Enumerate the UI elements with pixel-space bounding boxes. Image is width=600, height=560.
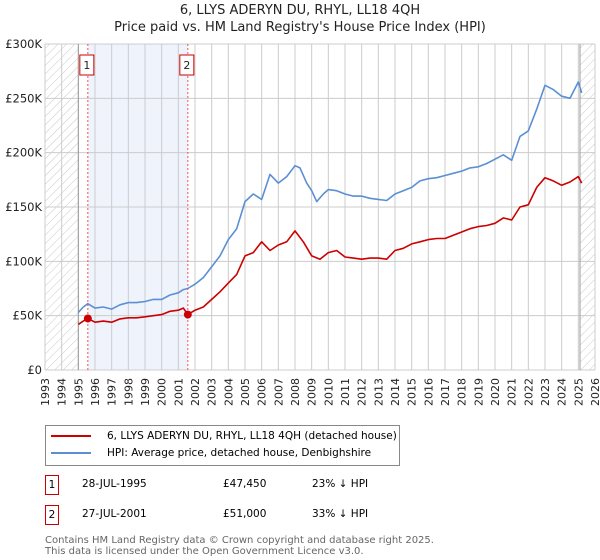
sale-price: £51,000 (223, 508, 267, 520)
x-tick-label: 1995 (72, 378, 85, 406)
property-price-line (77, 175, 583, 326)
x-tick-label: 2026 (589, 378, 600, 406)
x-tick-label: 2004 (222, 378, 235, 406)
x-tick-label: 1998 (122, 378, 135, 406)
x-tick-label: 2008 (289, 378, 302, 406)
legend-swatch-blue (51, 452, 91, 454)
x-tick-label: 2011 (339, 378, 352, 406)
x-tick-label: 2006 (256, 378, 269, 406)
sale-point (83, 314, 92, 323)
x-tick-label: 2016 (422, 378, 435, 406)
sale-hpi-diff: 23% ↓ HPI (312, 478, 369, 490)
x-tick-label: 1993 (39, 378, 52, 406)
x-tick-label: 1997 (106, 378, 119, 406)
footer-copyright: Contains HM Land Registry data © Crown c… (45, 535, 434, 546)
x-tick-label: 2013 (372, 378, 385, 406)
x-tick-label: 2015 (406, 378, 419, 406)
x-tick-label: 2021 (506, 378, 519, 406)
sale-date: 27-JUL-2001 (82, 508, 147, 520)
y-tick-label: £100K (5, 254, 42, 268)
sale-marker-box (79, 54, 95, 76)
sale-badge: 1 (45, 475, 59, 495)
chart-title: 6, LLYS ADERYN DU, RHYL, LL18 4QH (179, 3, 421, 18)
sale-hpi-diff: 33% ↓ HPI (312, 508, 369, 520)
x-tick-label: 2019 (472, 378, 485, 406)
x-tick-label: 2022 (522, 378, 535, 406)
legend-label: 6, LLYS ADERYN DU, RHYL, LL18 4QH (detac… (107, 430, 397, 442)
x-tick-label: 2002 (189, 378, 202, 406)
y-tick-label: £150K (5, 200, 42, 214)
legend-item-hpi: HPI: Average price, detached house, Denb… (51, 445, 371, 461)
x-tick-label: 2023 (539, 378, 552, 406)
legend-label: HPI: Average price, detached house, Denb… (107, 447, 372, 459)
x-tick-label: 2018 (456, 378, 469, 406)
sale-badge: 2 (45, 505, 59, 525)
y-tick-label: £250K (5, 91, 42, 105)
legend-swatch-red (51, 435, 91, 437)
x-tick-label: 2010 (322, 378, 335, 406)
y-tick-label: £200K (5, 146, 42, 160)
x-tick-label: 2003 (206, 378, 219, 406)
x-tick-label: 1999 (139, 378, 152, 406)
sale-point (183, 310, 192, 319)
chart-legend: 6, LLYS ADERYN DU, RHYL, LL18 4QH (detac… (45, 425, 400, 466)
sale-marker-box (179, 54, 195, 76)
x-tick-label: 2014 (389, 378, 402, 406)
x-tick-label: 1994 (56, 378, 69, 406)
sale-marker-label: 1 (83, 59, 90, 72)
x-tick-label: 1996 (89, 378, 102, 406)
x-tick-label: 2017 (439, 378, 452, 406)
sale-marker-label: 2 (183, 59, 190, 72)
legend-item-property: 6, LLYS ADERYN DU, RHYL, LL18 4QH (detac… (51, 428, 397, 444)
price-chart: 1 2 1993 1994 1995 1996 1997 1998 1999 2000 2001 2… (5, 37, 600, 406)
sale-date: 28-JUL-1995 (82, 478, 147, 490)
x-tick-label: 2001 (172, 378, 185, 406)
x-tick-label: 2024 (556, 378, 569, 406)
x-tick-label: 2012 (356, 378, 369, 406)
sale-price: £47,450 (223, 478, 267, 490)
hpi-line (77, 81, 583, 313)
x-tick-label: 2007 (272, 378, 285, 406)
footer-licence: This data is licensed under the Open Gov… (45, 546, 364, 557)
y-tick-label: £50K (13, 309, 43, 323)
x-tick-label: 2020 (489, 378, 502, 406)
chart-subtitle: Price paid vs. HM Land Registry's House … (114, 20, 486, 35)
x-tick-label: 2009 (306, 378, 319, 406)
x-tick-label: 2025 (572, 378, 585, 406)
x-tick-label: 2005 (239, 378, 252, 406)
footer: Contains HM Land Registry data © Crown c… (45, 535, 434, 557)
x-tick-label: 2000 (156, 378, 169, 406)
y-tick-label: £300K (5, 37, 42, 51)
y-tick-label: £0 (27, 363, 42, 377)
